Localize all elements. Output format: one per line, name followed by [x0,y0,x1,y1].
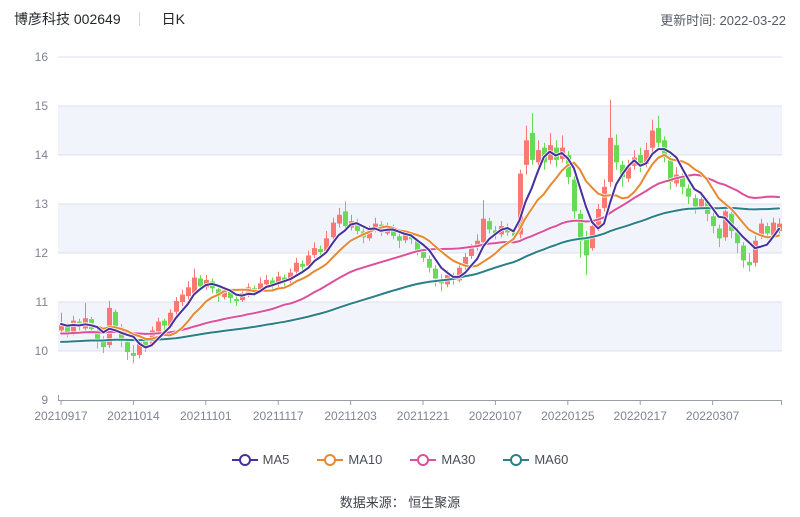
svg-text:20211117: 20211117 [253,409,304,423]
stock-title: 博彦科技 002649 [14,11,121,27]
svg-text:15: 15 [35,99,49,113]
period-tab-daily-k[interactable]: 日K [161,11,185,27]
svg-text:20220307: 20220307 [686,409,740,423]
ma-legend: MA5 MA10 MA30 MA60 [0,452,800,467]
svg-text:10: 10 [35,344,49,358]
svg-text:20211101: 20211101 [180,409,232,423]
update-time: 更新时间: 2022-03-22 [660,12,786,28]
title-divider [138,12,140,26]
legend-item-ma5[interactable]: MA5 [231,452,290,467]
ma30-legend-marker [410,454,437,466]
plot-bands [58,106,782,351]
x-axis: 20210917 20211014 20211101 20211117 20211203… [34,395,782,423]
svg-text:13: 13 [35,197,49,211]
legend-item-ma10[interactable]: MA10 [317,452,382,467]
kline-chart[interactable]: 20210917 20211014 20211101 20211117 20211203… [0,0,800,432]
svg-text:20211221: 20211221 [397,409,450,423]
ma5-legend-label: MA5 [262,452,290,467]
ma60-line [59,206,781,344]
ma60-legend-marker [503,454,530,466]
svg-text:14: 14 [35,148,49,162]
ma30-legend-label: MA30 [441,452,476,467]
svg-text:20210917: 20210917 [34,409,88,423]
ma60-legend-label: MA60 [534,452,569,467]
ma5-legend-marker [231,454,258,466]
svg-text:9: 9 [41,393,48,407]
svg-text:11: 11 [36,295,49,309]
data-source: 数据来源： 恒生聚源 [339,495,461,510]
y-axis-labels: 9 10 11 12 13 14 15 16 [35,50,49,407]
legend-item-ma60[interactable]: MA60 [503,452,568,467]
svg-text:20220217: 20220217 [614,409,668,423]
ma10-legend-marker [317,454,344,466]
legend-item-ma30[interactable]: MA30 [410,452,475,467]
svg-text:12: 12 [35,246,49,260]
ma10-legend-label: MA10 [348,452,383,467]
chart-header: 博彦科技 002649 日K 更新时间: 2022-03-22 [14,8,786,30]
svg-text:20220125: 20220125 [541,409,595,423]
svg-text:20211203: 20211203 [324,409,377,423]
svg-text:20220107: 20220107 [469,409,523,423]
ma5-line [59,147,781,350]
svg-text:16: 16 [35,50,49,64]
ma10-line [59,153,781,341]
svg-text:20211014: 20211014 [107,409,160,423]
